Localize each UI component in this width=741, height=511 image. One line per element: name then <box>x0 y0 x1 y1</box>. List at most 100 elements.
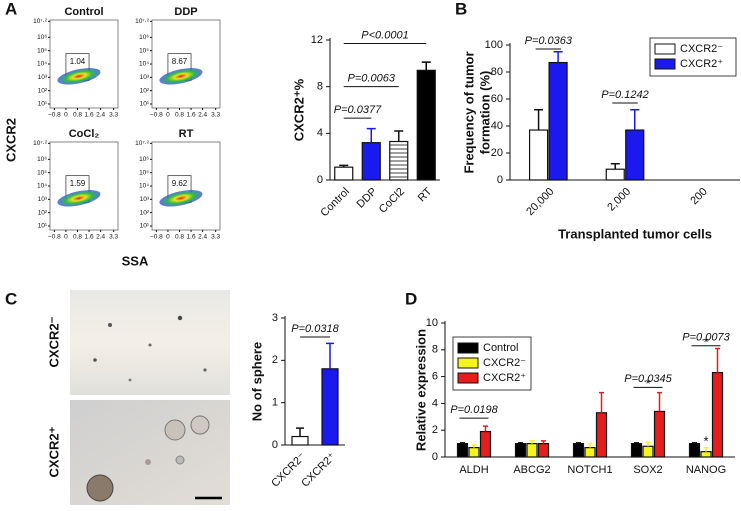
bar <box>688 443 701 458</box>
error-bar <box>339 164 349 168</box>
error-bar <box>553 51 563 63</box>
bar <box>361 142 381 181</box>
y-tick-label: 6 <box>432 371 438 383</box>
x-tick-label: CoCl2 <box>377 186 407 216</box>
x-tick-label: DDP <box>355 186 380 211</box>
error-bar <box>483 425 488 432</box>
x-tick-label: 0.8 <box>73 234 82 241</box>
y-axis-label: formation (%) <box>477 71 492 155</box>
x-tick-label: 0.8 <box>175 234 184 241</box>
error-bar <box>599 391 604 413</box>
x-tick-label: SOX2 <box>633 464 662 476</box>
error-bar <box>518 442 523 444</box>
cell-density <box>57 190 101 207</box>
bar <box>584 447 596 458</box>
bar <box>630 443 643 458</box>
gate-value: 8.67 <box>172 57 188 66</box>
legend-label: CXCR2⁺ <box>483 372 526 384</box>
y-tick-label: 10⁵ <box>139 47 149 54</box>
y-tick-label: 10¹ <box>140 223 150 230</box>
y-axis-label: Relative expression <box>413 329 428 451</box>
plot-title: DDP <box>174 6 197 18</box>
y-tick-label: 10³ <box>38 74 48 81</box>
y-tick-label: 10⁴ <box>139 183 149 190</box>
bar <box>548 61 568 181</box>
y-tick-label: 10⁷·² <box>135 140 150 147</box>
x-tick-label: 1.6 <box>187 234 196 241</box>
x-tick-label: 2.4 <box>96 112 105 119</box>
bar <box>700 451 712 458</box>
y-tick-label: 4 <box>317 127 323 139</box>
gate-value: 9.62 <box>172 179 188 188</box>
plot-frame <box>49 141 119 231</box>
bar <box>537 443 550 458</box>
cell-density <box>159 190 203 207</box>
p-value: P<0.0001 <box>361 29 408 41</box>
x-axis-label: Transplanted tumor cells <box>558 226 712 241</box>
bar <box>468 447 480 458</box>
y-tick-label: 10⁵ <box>37 169 47 176</box>
bar <box>572 443 585 458</box>
x-tick-label: 0 <box>64 112 68 119</box>
error-bar <box>630 109 640 131</box>
y-tick-label: 0 <box>432 451 438 463</box>
y-axis-label: CXCR2⁺% <box>291 78 306 141</box>
x-tick-label: 200 <box>688 186 709 207</box>
x-tick-label: 1.6 <box>85 234 94 241</box>
x-tick-label: −0.8 <box>150 234 163 241</box>
x-tick-label: 1.6 <box>85 112 94 119</box>
y-tick-label: 10⁴ <box>37 61 47 68</box>
y-tick-label: 2 <box>272 354 278 366</box>
legend-swatch <box>457 372 479 384</box>
y-tick-label: 2 <box>432 424 438 436</box>
x-tick-label: 0.8 <box>175 112 184 119</box>
y-tick-label: 40 <box>491 120 503 132</box>
bar <box>642 445 654 458</box>
error-bar <box>576 442 581 444</box>
p-value: P=0.0063 <box>348 73 396 85</box>
p-value: P=0.1242 <box>601 89 648 101</box>
x-tick-label: NANOG <box>686 464 726 476</box>
bar <box>479 430 492 458</box>
error-bar <box>645 441 651 447</box>
p-value: P=0.0377 <box>334 104 382 116</box>
bar <box>416 69 436 181</box>
gate-value: 1.04 <box>70 57 86 66</box>
x-tick-label: 2.4 <box>198 234 207 241</box>
legend-label: CXCR2⁻ <box>483 357 526 369</box>
y-tick-label: 10² <box>140 87 150 94</box>
error-bar <box>610 163 620 170</box>
y-tick-label: 8 <box>432 344 438 356</box>
x-tick-label: 3.3 <box>211 112 220 119</box>
x-tick-label: ALDH <box>459 464 488 476</box>
y-tick-label: 10⁶ <box>139 156 149 163</box>
x-tick-label: 0 <box>64 234 68 241</box>
significance-star: * <box>645 376 650 391</box>
legend-swatch <box>457 342 479 354</box>
y-tick-label: 8 <box>317 81 323 93</box>
plot-frame <box>151 19 221 109</box>
error-bar <box>366 127 376 143</box>
legend-swatch <box>654 58 676 70</box>
bar <box>625 129 645 181</box>
x-tick-label: 2.4 <box>96 234 105 241</box>
y-tick-label: 10⁷·² <box>33 18 48 25</box>
x-tick-label: 0 <box>166 234 170 241</box>
panel-label: A <box>5 0 17 18</box>
error-bar <box>634 442 639 444</box>
error-bar <box>657 391 662 412</box>
bar <box>321 368 339 446</box>
legend-label: CXCR2⁻ <box>680 43 723 55</box>
x-tick-label: −0.8 <box>48 112 61 119</box>
legend-label: Control <box>483 342 518 354</box>
y-axis-label: No of sphere <box>249 342 264 421</box>
error-bar <box>534 109 544 131</box>
panel-label: D <box>405 289 417 308</box>
plot-title: CoCl₂ <box>69 128 100 140</box>
x-tick-label: 2,000 <box>605 186 633 214</box>
error-bar <box>715 347 720 373</box>
x-tick-label: Control <box>318 186 352 220</box>
y-tick-label: 10² <box>38 87 48 94</box>
y-tick-label: 10⁵ <box>139 169 149 176</box>
p-value: P=0.0198 <box>450 404 498 416</box>
